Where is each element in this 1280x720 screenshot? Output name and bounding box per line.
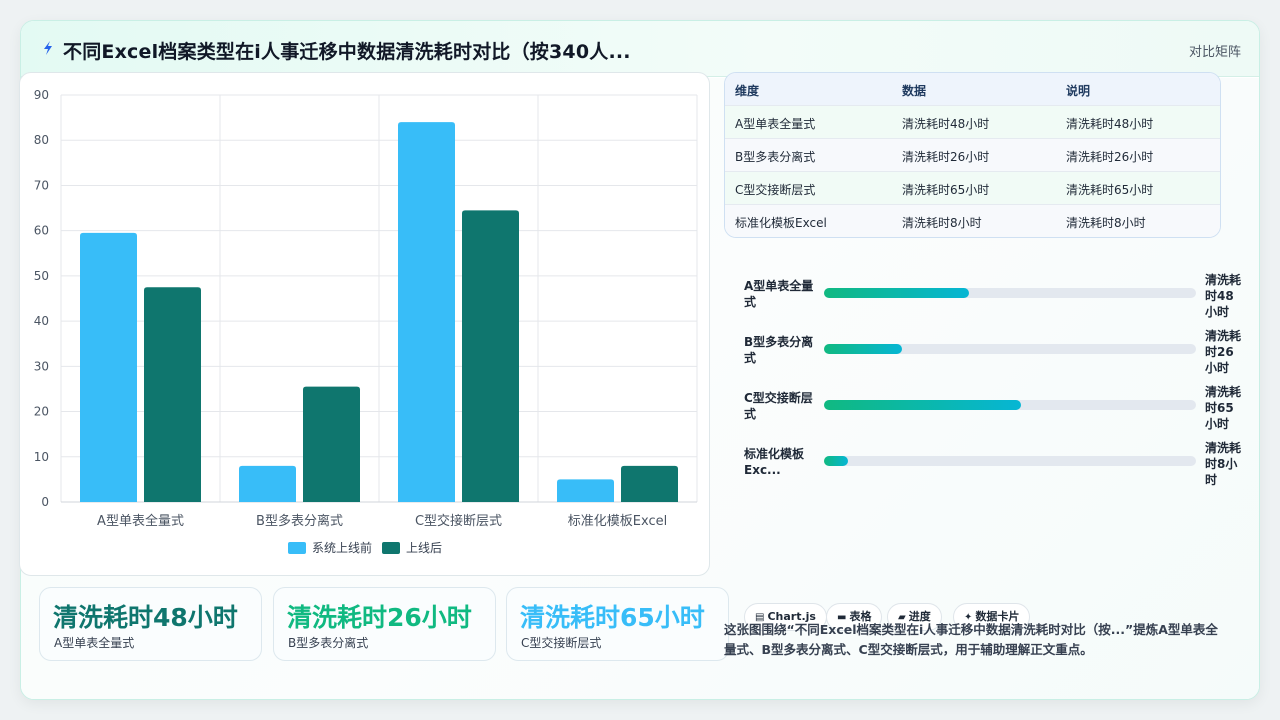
y-tick-label: 40 xyxy=(34,314,49,328)
progress-label: A型单表全量式 xyxy=(744,279,814,309)
stat-card: 清洗耗时48小时 A型单表全量式 xyxy=(39,587,262,661)
chip-chart[interactable]: ▤ Chart.js xyxy=(744,603,827,631)
chip-label: 数据卡片 xyxy=(975,610,1020,623)
bar xyxy=(621,465,678,502)
y-tick-label: 0 xyxy=(41,495,49,509)
x-tick-label: B型多表分离式 xyxy=(256,513,343,529)
legend-label: 上线后 xyxy=(406,541,442,555)
bar xyxy=(144,287,201,502)
table-icon: ▬ xyxy=(837,612,847,623)
progress-item: B型多表分离式 清洗耗时26小时 xyxy=(744,329,1241,384)
y-tick-label: 80 xyxy=(34,133,49,147)
progress-icon: ▰ xyxy=(898,612,906,623)
chip-table[interactable]: ▬ 表格 xyxy=(826,603,883,631)
progress-item: A型单表全量式 清洗耗时48小时 xyxy=(744,273,1241,328)
bar xyxy=(462,210,519,503)
table-cell: 清洗耗时8小时 xyxy=(902,216,982,230)
chip-label: 表格 xyxy=(849,610,872,623)
bar xyxy=(80,232,137,502)
table-cell: 清洗耗时8小时 xyxy=(1066,216,1146,230)
bar xyxy=(303,386,360,502)
stat-label: A型单表全量式 xyxy=(54,636,135,650)
progress-label: 标准化模板Exc... xyxy=(744,447,805,477)
stat-value: 清洗耗时26小时 xyxy=(287,603,472,632)
table-cell: 清洗耗时65小时 xyxy=(902,183,990,197)
y-tick-label: 70 xyxy=(34,178,49,192)
table-cell: 标准化模板Excel xyxy=(735,216,827,230)
progress-label: C型交接断层式 xyxy=(744,391,813,421)
legend-swatch xyxy=(382,542,400,554)
table-cell: C型交接断层式 xyxy=(735,183,816,197)
legend-swatch xyxy=(288,542,306,554)
stat-label: B型多表分离式 xyxy=(288,636,369,650)
table-header-cell: 说明 xyxy=(1066,84,1091,98)
chip-sparkle[interactable]: ✦ 数据卡片 xyxy=(953,603,1031,631)
progress-value: 清洗耗时65小时 xyxy=(1205,385,1242,431)
stat-value: 清洗耗时65小时 xyxy=(520,603,705,632)
x-tick-label: A型单表全量式 xyxy=(97,513,184,529)
chip-label: Chart.js xyxy=(767,610,816,623)
table-cell: 清洗耗时26小时 xyxy=(902,150,990,164)
y-tick-label: 20 xyxy=(34,405,49,419)
sparkle-icon: ✦ xyxy=(964,612,973,623)
stat-label: C型交接断层式 xyxy=(521,636,602,650)
summary-text: 这张图围绕“不同Excel档案类型在i人事迁移中数据清洗耗时对比（按...”提炼… xyxy=(724,622,1218,657)
table-row: A型单表全量式 清洗耗时48小时 清洗耗时48小时 xyxy=(725,106,1220,139)
progress-label: B型多表分离式 xyxy=(744,335,814,365)
stat-card: 清洗耗时65小时 C型交接断层式 xyxy=(506,587,729,661)
stat-card: 清洗耗时26小时 B型多表分离式 xyxy=(273,587,496,661)
progress-item: 标准化模板Exc... 清洗耗时8小时 xyxy=(744,441,1241,496)
table-cell: 清洗耗时48小时 xyxy=(902,117,990,131)
bolt-icon xyxy=(44,41,52,55)
y-tick-label: 60 xyxy=(34,224,49,238)
progress-track xyxy=(824,456,1196,466)
progress-fill xyxy=(824,456,849,466)
bar xyxy=(398,122,455,502)
bar-chart-panel: 0 10 20 30 40 50 60 70 80 90 A型单表全量式 B型多表分离式 C型交接断层式… xyxy=(19,72,710,576)
data-table: 维度 数据 说明 A型单表全量式 清洗耗时48小时 清洗耗时48小时 B型多表分离式清… xyxy=(724,72,1221,238)
bar xyxy=(557,479,614,502)
table-cell: 清洗耗时65小时 xyxy=(1066,183,1154,197)
progress-value: 清洗耗时48小时 xyxy=(1205,273,1242,319)
progress-fill xyxy=(824,344,903,354)
progress-track xyxy=(824,344,1196,354)
bar xyxy=(239,465,296,502)
table-row: C型交接断层式 清洗耗时65小时 清洗耗时65小时 xyxy=(725,172,1220,205)
table-cell: 清洗耗时48小时 xyxy=(1066,117,1154,131)
table-header-cell: 维度 xyxy=(735,84,760,98)
progress-track xyxy=(824,288,1196,298)
progress-fill xyxy=(824,400,1022,410)
view-mode-label[interactable]: 对比矩阵 xyxy=(1188,45,1241,60)
chart-icon: ▤ xyxy=(755,612,765,623)
legend-label: 系统上线前 xyxy=(312,540,372,555)
card-header: 不同Excel档案类型在i人事迁移中数据清洗耗时对比（按340人... 对比矩阵 xyxy=(21,21,1259,77)
y-tick-label: 90 xyxy=(34,88,49,102)
y-tick-label: 10 xyxy=(34,450,49,464)
table-header-row: 维度 数据 说明 xyxy=(725,73,1220,106)
y-tick-label: 30 xyxy=(34,359,49,373)
progress-value: 清洗耗时8小时 xyxy=(1205,441,1242,487)
table-header-cell: 数据 xyxy=(902,84,927,98)
progress-value: 清洗耗时26小时 xyxy=(1205,329,1242,375)
progress-item: C型交接断层式 清洗耗时65小时 xyxy=(744,385,1241,440)
x-tick-label: 标准化模板Excel xyxy=(568,514,667,529)
table-cell: 清洗耗时26小时 xyxy=(1066,150,1154,164)
table-row: 标准化模板Excel 清洗耗时8小时 清洗耗时8小时 xyxy=(725,205,1220,237)
chip-label: 进度 xyxy=(908,610,931,623)
progress-track xyxy=(824,400,1196,410)
stat-value: 清洗耗时48小时 xyxy=(53,603,238,632)
progress-fill xyxy=(824,288,970,298)
table-cell: B型多表分离式 xyxy=(735,150,816,164)
x-tick-label: C型交接断层式 xyxy=(415,513,502,529)
bar-chart: 0 10 20 30 40 50 60 70 80 90 A型单表全量式 B型多表分离式 C型交接断层式… xyxy=(34,88,698,555)
table-row: B型多表分离式 清洗耗时26小时 清洗耗时26小时 xyxy=(725,139,1220,172)
table-cell: A型单表全量式 xyxy=(735,117,816,131)
y-tick-label: 50 xyxy=(34,269,49,283)
page-title: 不同Excel档案类型在i人事迁移中数据清洗耗时对比（按340人... xyxy=(63,41,631,63)
chip-progress[interactable]: ▰ 进度 xyxy=(887,603,942,631)
